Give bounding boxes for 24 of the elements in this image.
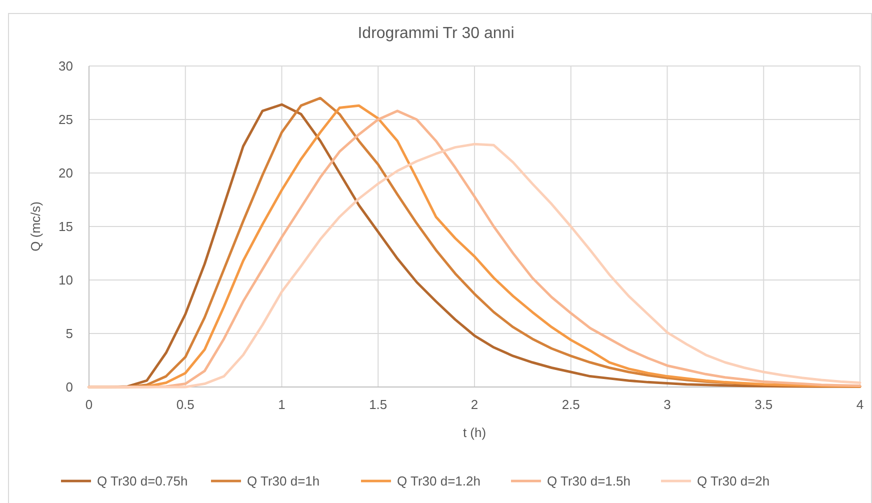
y-tick-label: 10 xyxy=(58,272,73,288)
legend-label: Q Tr30 d=0.75h xyxy=(97,474,188,489)
x-tick-label: 1 xyxy=(278,397,286,412)
x-tick-label: 2 xyxy=(470,397,478,412)
y-tick-label: 20 xyxy=(58,166,73,181)
x-tick-label: 0 xyxy=(85,397,93,412)
y-axis-title: Q (mc/s) xyxy=(28,202,43,252)
x-tick-label: 2.5 xyxy=(562,397,580,412)
legend-label: Q Tr30 d=2h xyxy=(697,474,770,489)
y-tick-label: 15 xyxy=(58,219,73,234)
x-tick-label: 3.5 xyxy=(754,397,773,412)
x-axis-title: t (h) xyxy=(462,425,486,440)
legend-label: Q Tr30 d=1.5h xyxy=(547,474,630,489)
x-tick-label: 1.5 xyxy=(369,397,388,412)
y-tick-label: 0 xyxy=(66,380,73,395)
y-tick-label: 5 xyxy=(66,326,73,342)
chart-title: Idrogrammi Tr 30 anni xyxy=(358,25,514,42)
x-tick-label: 4 xyxy=(856,397,864,412)
legend-label: Q Tr30 d=1.2h xyxy=(397,474,480,489)
x-tick-label: 0.5 xyxy=(176,397,194,412)
legend-label: Q Tr30 d=1h xyxy=(247,474,320,489)
y-tick-label: 25 xyxy=(58,112,73,128)
y-tick-label: 30 xyxy=(58,58,73,74)
x-tick-label: 3 xyxy=(664,397,671,412)
